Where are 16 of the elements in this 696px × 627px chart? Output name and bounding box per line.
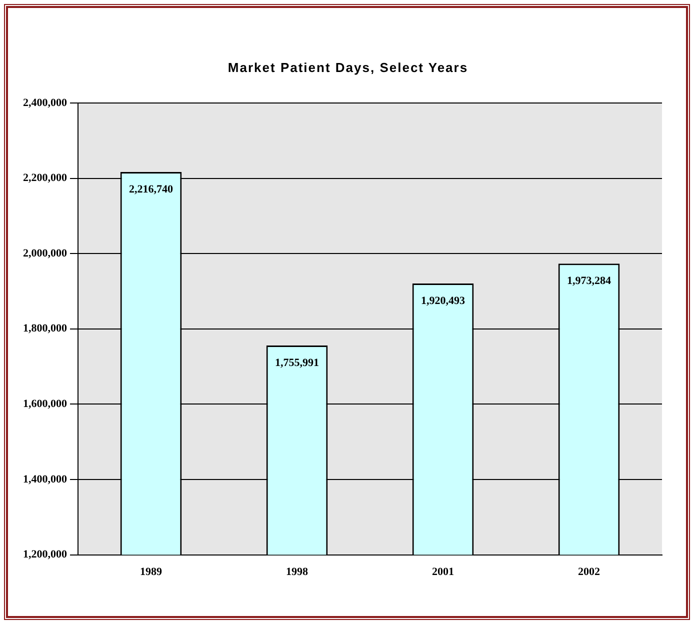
data-label: 1,755,991 (275, 356, 319, 369)
y-tick-label: 2,400,000 (23, 96, 68, 109)
y-tick-label: 2,000,000 (23, 247, 68, 260)
data-label: 2,216,740 (129, 183, 174, 196)
x-tick-label: 2002 (578, 566, 600, 578)
y-tick-label: 1,400,000 (23, 473, 68, 486)
x-tick-label: 2001 (432, 566, 454, 578)
x-tick-label: 1989 (140, 566, 162, 578)
data-label: 1,973,284 (567, 275, 612, 287)
y-tick-label: 1,800,000 (23, 322, 68, 335)
x-tick-label: 1998 (286, 566, 308, 578)
y-tick-label: 1,600,000 (23, 398, 68, 410)
chart-title: Market Patient Days, Select Years (226, 60, 470, 75)
data-label: 1,920,493 (421, 294, 466, 307)
y-tick-label: 1,200,000 (23, 548, 68, 561)
y-tick-label: 2,200,000 (23, 172, 68, 184)
